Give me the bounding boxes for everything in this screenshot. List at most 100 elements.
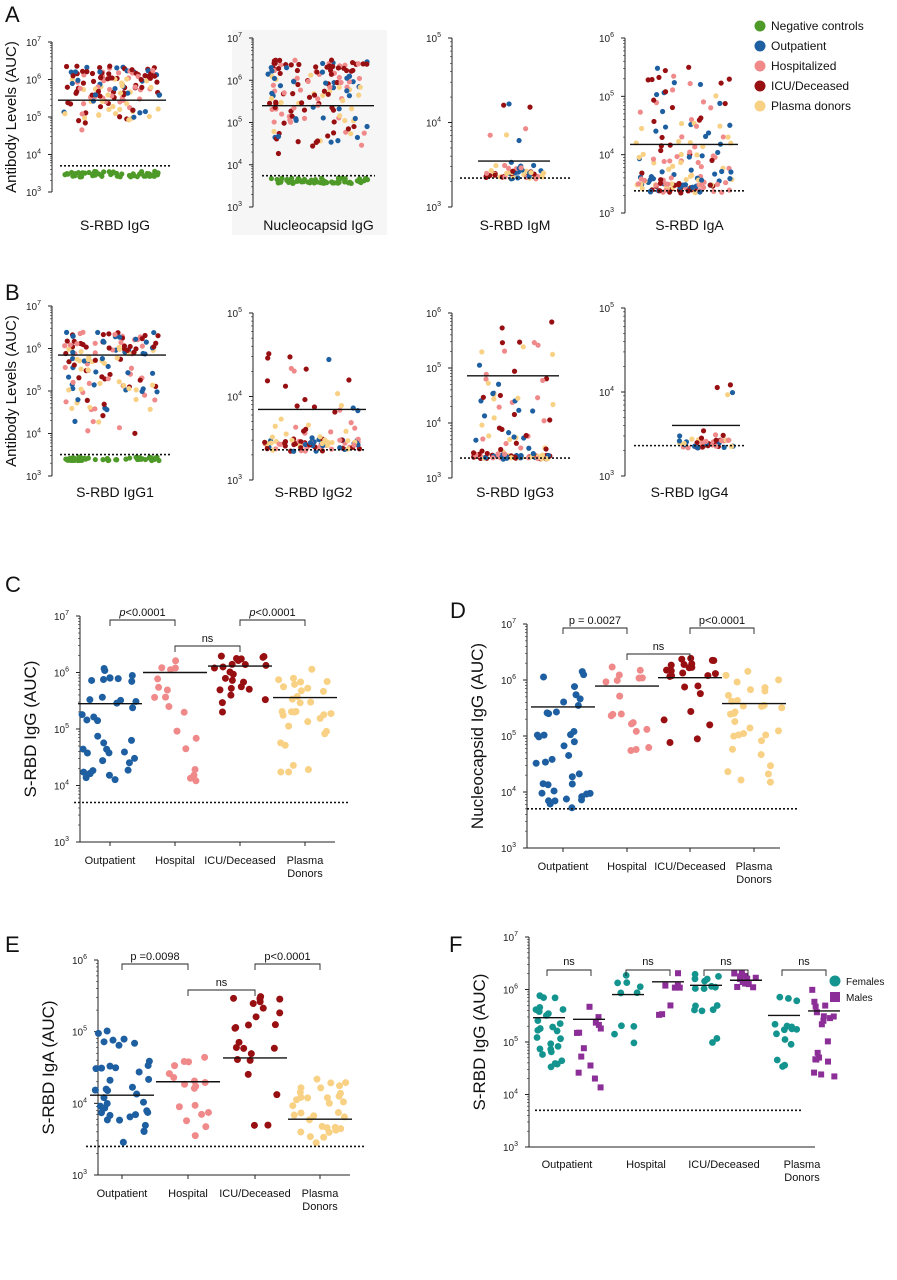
panel-a3-point bbox=[678, 159, 684, 166]
panel-c-point bbox=[80, 768, 88, 776]
panel-b3-point bbox=[698, 435, 705, 441]
panel-a3-point bbox=[715, 149, 721, 156]
panel-a2-point bbox=[492, 172, 498, 178]
panel-a3-point bbox=[640, 151, 646, 157]
panel-b1-point bbox=[352, 425, 358, 431]
panel-a3-x-label: S-RBD IgA bbox=[655, 217, 724, 233]
panel-f-p-value: ns bbox=[563, 956, 575, 968]
panel-a1-negative-point bbox=[329, 179, 335, 185]
panel-a0-negative-point bbox=[126, 172, 133, 179]
panel-b0-tick-label: 105 bbox=[26, 385, 41, 398]
panel-a3-point bbox=[707, 182, 713, 188]
panel-b0-tick-label: 106 bbox=[26, 343, 41, 356]
panel-a1-point bbox=[310, 143, 316, 149]
panel-e-point bbox=[297, 1128, 305, 1136]
panel-b0-point bbox=[80, 329, 86, 335]
panel-b0-point bbox=[93, 369, 99, 375]
panel-f-male-point bbox=[734, 983, 741, 990]
panel-a1-point bbox=[360, 61, 366, 67]
panel-a3-point bbox=[697, 81, 704, 88]
panel-a3-point bbox=[679, 134, 685, 140]
panel-b2-point bbox=[515, 395, 521, 401]
panel-e-point bbox=[92, 1065, 100, 1073]
panel-a3-point bbox=[635, 181, 642, 187]
panel-a0-point bbox=[156, 92, 162, 98]
panel-e-point bbox=[183, 1117, 191, 1125]
panel-a0-point bbox=[144, 78, 150, 84]
panel-f-female-point bbox=[547, 1048, 555, 1056]
panel-d-point bbox=[774, 727, 782, 735]
panel-f-male-point bbox=[811, 1069, 818, 1076]
panel-d-point bbox=[602, 678, 610, 686]
panel-a3-point bbox=[713, 93, 719, 99]
panel-a1-point bbox=[358, 142, 365, 148]
panel-b2-point bbox=[481, 413, 488, 419]
panel-c-point bbox=[234, 656, 242, 664]
panel-c-point bbox=[165, 703, 173, 711]
panel-d-category-label: Hospital bbox=[607, 861, 647, 873]
panel-b1-point bbox=[272, 423, 278, 429]
panel-a0-negative-point bbox=[101, 169, 107, 175]
panel-b3-point bbox=[712, 432, 719, 438]
panel-e-point bbox=[232, 1043, 240, 1051]
panel-a1-point bbox=[265, 71, 271, 77]
panel-e-point bbox=[247, 1050, 255, 1058]
panel-c-p-value: p<0.0001 bbox=[248, 607, 295, 619]
panel-b3-x-label: S-RBD IgG4 bbox=[651, 484, 729, 500]
panel-b0-point bbox=[126, 385, 132, 392]
panel-b1-point bbox=[294, 403, 300, 409]
panel-a1-point bbox=[320, 92, 326, 99]
panel-c-point bbox=[190, 771, 198, 779]
panel-b0-tick-label: 107 bbox=[26, 300, 41, 313]
panel-a0-negative-point bbox=[77, 174, 83, 180]
panel-d-category-label: ICU/Deceased bbox=[654, 861, 726, 873]
panel-e-point bbox=[106, 1076, 114, 1084]
panel-a3-point bbox=[698, 182, 704, 188]
panel-f-male-point bbox=[662, 982, 669, 989]
panel-d-point bbox=[722, 671, 730, 679]
panel-b2-point bbox=[484, 450, 490, 457]
panel-f-category-label: Plasma bbox=[784, 1159, 822, 1171]
panel-a3-point bbox=[670, 163, 676, 169]
panel-b1-point bbox=[334, 391, 341, 397]
panel-b0-point bbox=[63, 399, 69, 405]
panel-b0-negative-point bbox=[65, 457, 71, 463]
panel-d-point bbox=[532, 759, 540, 767]
panel-a0-point bbox=[69, 80, 75, 87]
panel-c-point bbox=[321, 730, 329, 738]
panel-b3-point bbox=[720, 432, 726, 438]
panel-f-female-point bbox=[773, 1056, 781, 1064]
panel-c-tick-label: 104 bbox=[54, 780, 69, 793]
panel-e-point bbox=[327, 1079, 335, 1087]
legend-label-males: Males bbox=[846, 993, 873, 1004]
panel-c-point bbox=[261, 696, 269, 704]
panel-f-male-point bbox=[575, 1069, 582, 1076]
panel-e-category-label: Plasma bbox=[302, 1188, 340, 1200]
panel-a0-point bbox=[92, 92, 99, 98]
panel-a1-negative-point bbox=[278, 178, 284, 185]
panel-b0-negative-point bbox=[76, 454, 82, 460]
panel-b1-point bbox=[282, 383, 289, 389]
panel-a1-point bbox=[327, 84, 333, 90]
panel-a0-point bbox=[96, 112, 102, 118]
panel-b2-point bbox=[516, 407, 522, 413]
panel-a1-point bbox=[352, 115, 358, 122]
panel-a1-point bbox=[321, 88, 328, 94]
panel-a0-point bbox=[84, 64, 90, 70]
panel-f-female-point bbox=[611, 1030, 618, 1038]
panel-d-point bbox=[766, 762, 774, 770]
panel-f-male-point bbox=[587, 1062, 594, 1069]
panel-c-p-value: p<0.0001 bbox=[118, 607, 165, 619]
panel-f-category-label: Hospital bbox=[626, 1159, 666, 1171]
panel-c-point bbox=[182, 745, 190, 753]
panel-b1-point bbox=[307, 440, 314, 446]
panel-b1-tick-label: 103 bbox=[227, 474, 242, 487]
panel-b0-y-label: Antibody Levels (AUC) bbox=[3, 315, 20, 467]
panel-b1-point bbox=[264, 446, 270, 452]
panel-b0-point bbox=[116, 346, 123, 352]
panel-a0-point bbox=[72, 69, 79, 75]
panel-a3-point bbox=[689, 172, 695, 178]
panel-a0-point bbox=[109, 75, 115, 81]
panel-a3-point bbox=[698, 177, 705, 183]
panel-c-point bbox=[83, 716, 91, 724]
